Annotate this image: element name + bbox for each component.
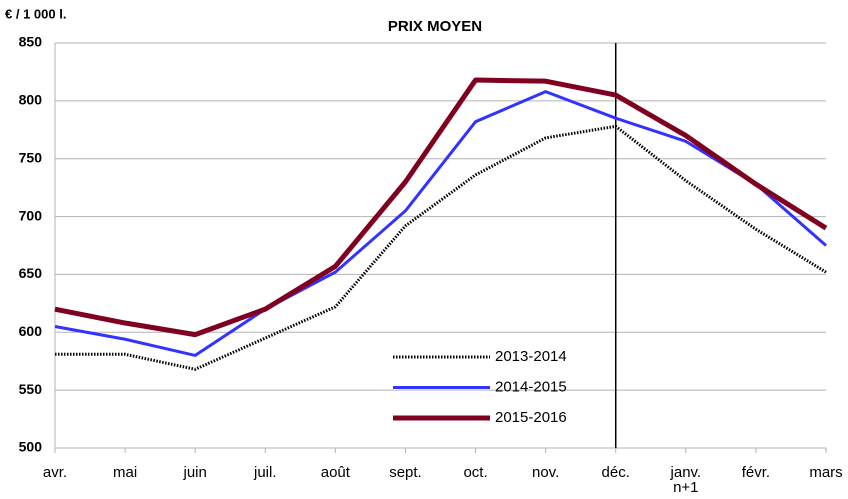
series-line	[54, 77, 828, 338]
x-tick-label: juil.	[254, 464, 277, 481]
y-tick-label: 500	[19, 439, 43, 455]
x-tick-label: mars	[809, 464, 843, 481]
x-tick-label: févr.	[741, 464, 771, 481]
y-tick-label: 800	[19, 92, 43, 108]
y-tick-label: 600	[19, 323, 43, 339]
x-tick-label: juin	[183, 464, 207, 481]
x-tick-label: nov.	[532, 464, 560, 481]
y-tick-label: 550	[19, 381, 43, 397]
x-tick-label: avr.	[42, 464, 68, 481]
series-line	[54, 90, 827, 357]
x-tick-label: oct.	[463, 464, 488, 481]
legend-label: 2013-2014	[495, 348, 567, 365]
y-tick-label: 850	[19, 34, 43, 50]
x-tick-label: déc.	[601, 464, 630, 481]
y-tick-label: 650	[19, 265, 43, 281]
x-tick-label: août	[320, 464, 350, 481]
y-tick-label: 750	[19, 149, 43, 165]
chart-title: PRIX MOYEN	[388, 18, 482, 35]
legend-label: 2015-2016	[495, 409, 567, 426]
legend-label: 2014-2015	[495, 378, 567, 395]
y-axis-label: € / 1 000 l.	[5, 6, 66, 21]
series-line	[55, 124, 827, 371]
x-tick-label: janv. n+1	[670, 464, 702, 496]
y-tick-label: 700	[19, 207, 43, 223]
x-tick-label: sept.	[389, 464, 422, 481]
x-tick-label: mai	[112, 464, 138, 481]
